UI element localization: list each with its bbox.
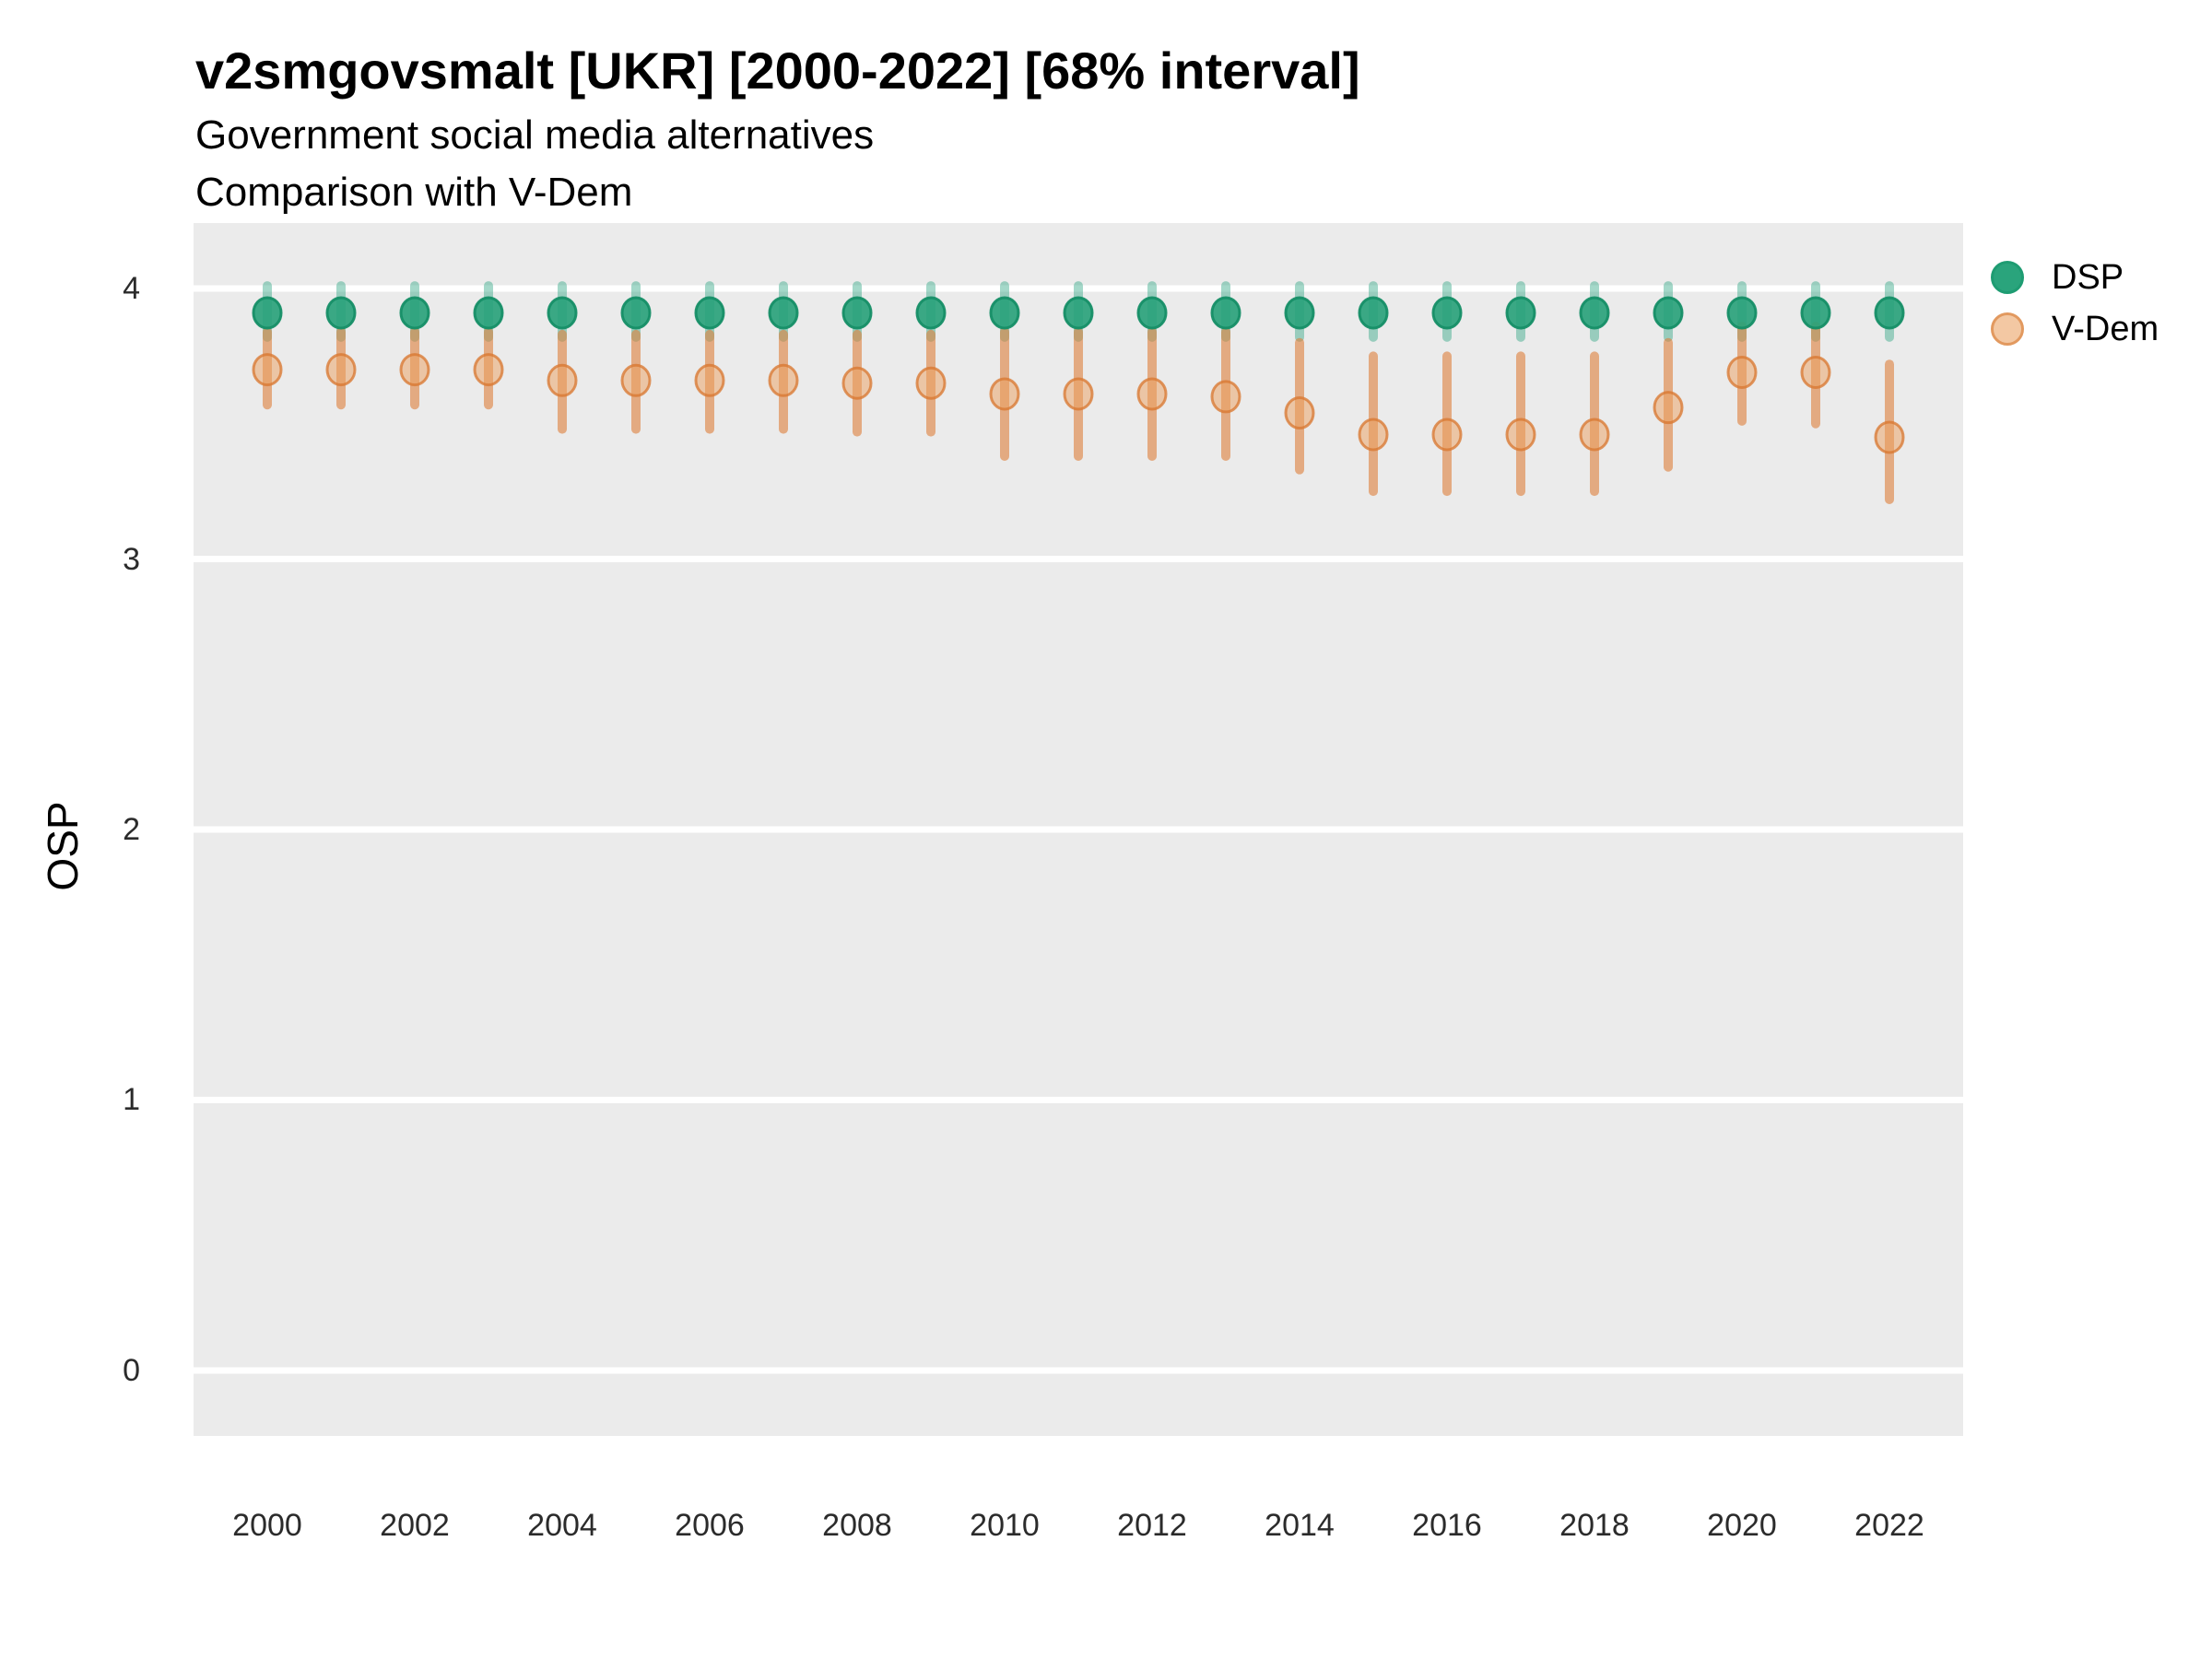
vdem-point-2003 <box>473 353 504 387</box>
y-tick-label-3: 3 <box>123 541 140 577</box>
vdem-point-2007 <box>768 363 799 397</box>
vdem-point-2012 <box>1136 377 1168 411</box>
dsp-point-2006 <box>694 296 725 330</box>
dsp-point-2011 <box>1063 296 1094 330</box>
vdem-point-2001 <box>325 353 357 387</box>
legend-swatch-dsp-icon <box>1991 261 2024 294</box>
dsp-point-2002 <box>399 296 430 330</box>
vdem-point-2020 <box>1726 356 1758 390</box>
dsp-point-2013 <box>1210 296 1241 330</box>
dsp-point-2009 <box>915 296 947 330</box>
legend: DSP V-Dem <box>1991 258 2159 348</box>
vdem-point-2004 <box>547 363 578 397</box>
vdem-point-2008 <box>841 366 873 400</box>
plot-panel <box>194 223 1963 1436</box>
dsp-point-2021 <box>1800 296 1831 330</box>
dsp-point-2016 <box>1431 296 1463 330</box>
y-tick-label-4: 4 <box>123 271 140 307</box>
legend-swatch-v-dem-icon <box>1991 312 2024 346</box>
dsp-point-2020 <box>1726 296 1758 330</box>
x-tick-label-2000: 2000 <box>232 1508 302 1543</box>
gridline-y-2 <box>194 826 1963 833</box>
x-tick-label-2004: 2004 <box>527 1508 597 1543</box>
x-tick-label-2014: 2014 <box>1265 1508 1335 1543</box>
vdem-point-2015 <box>1358 418 1389 452</box>
vdem-point-2006 <box>694 363 725 397</box>
x-tick-label-2010: 2010 <box>970 1508 1040 1543</box>
vdem-point-2011 <box>1063 377 1094 411</box>
dsp-point-2017 <box>1505 296 1536 330</box>
x-tick-label-2022: 2022 <box>1854 1508 1924 1543</box>
legend-item-dsp: DSP <box>1991 258 2159 297</box>
vdem-point-2014 <box>1284 396 1315 430</box>
dsp-point-2005 <box>620 296 652 330</box>
vdem-point-2022 <box>1874 420 1905 454</box>
dsp-point-2010 <box>989 296 1020 330</box>
chart-subtitle-line1: Government social media alternatives <box>195 112 875 158</box>
vdem-point-2018 <box>1579 418 1610 452</box>
vdem-point-2002 <box>399 353 430 387</box>
vdem-point-2013 <box>1210 380 1241 414</box>
gridline-y-3 <box>194 556 1963 563</box>
y-tick-label-2: 2 <box>123 812 140 847</box>
dsp-point-2019 <box>1653 296 1684 330</box>
vdem-point-2005 <box>620 363 652 397</box>
x-tick-label-2008: 2008 <box>822 1508 892 1543</box>
vdem-point-2021 <box>1800 356 1831 390</box>
dsp-point-2022 <box>1874 296 1905 330</box>
chart-subtitle-line2: Comparison with V-Dem <box>195 170 633 215</box>
x-tick-label-2020: 2020 <box>1707 1508 1777 1543</box>
vdem-point-2010 <box>989 377 1020 411</box>
gridline-y-4 <box>194 285 1963 292</box>
vdem-point-2000 <box>252 353 283 387</box>
legend-label: DSP <box>2052 258 2124 297</box>
x-tick-label-2018: 2018 <box>1559 1508 1630 1543</box>
legend-item-v-dem: V-Dem <box>1991 310 2159 348</box>
x-tick-label-2002: 2002 <box>380 1508 450 1543</box>
dsp-point-2018 <box>1579 296 1610 330</box>
dsp-point-2015 <box>1358 296 1389 330</box>
dsp-point-2008 <box>841 296 873 330</box>
legend-label: V-Dem <box>2052 310 2159 348</box>
x-tick-label-2016: 2016 <box>1412 1508 1482 1543</box>
vdem-point-2009 <box>915 366 947 400</box>
gridline-y-1 <box>194 1096 1963 1103</box>
dsp-point-2000 <box>252 296 283 330</box>
vdem-point-2017 <box>1505 418 1536 452</box>
gridline-y-0 <box>194 1367 1963 1374</box>
dsp-point-2014 <box>1284 296 1315 330</box>
dsp-point-2004 <box>547 296 578 330</box>
vdem-point-2019 <box>1653 391 1684 425</box>
x-tick-label-2012: 2012 <box>1117 1508 1187 1543</box>
chart-title: v2smgovsmalt [UKR] [2000-2022] [68% inte… <box>195 41 1360 100</box>
vdem-point-2016 <box>1431 418 1463 452</box>
y-tick-label-0: 0 <box>123 1352 140 1388</box>
dsp-point-2001 <box>325 296 357 330</box>
dsp-point-2007 <box>768 296 799 330</box>
x-tick-label-2006: 2006 <box>675 1508 745 1543</box>
dsp-point-2012 <box>1136 296 1168 330</box>
dsp-point-2003 <box>473 296 504 330</box>
y-tick-label-1: 1 <box>123 1082 140 1118</box>
